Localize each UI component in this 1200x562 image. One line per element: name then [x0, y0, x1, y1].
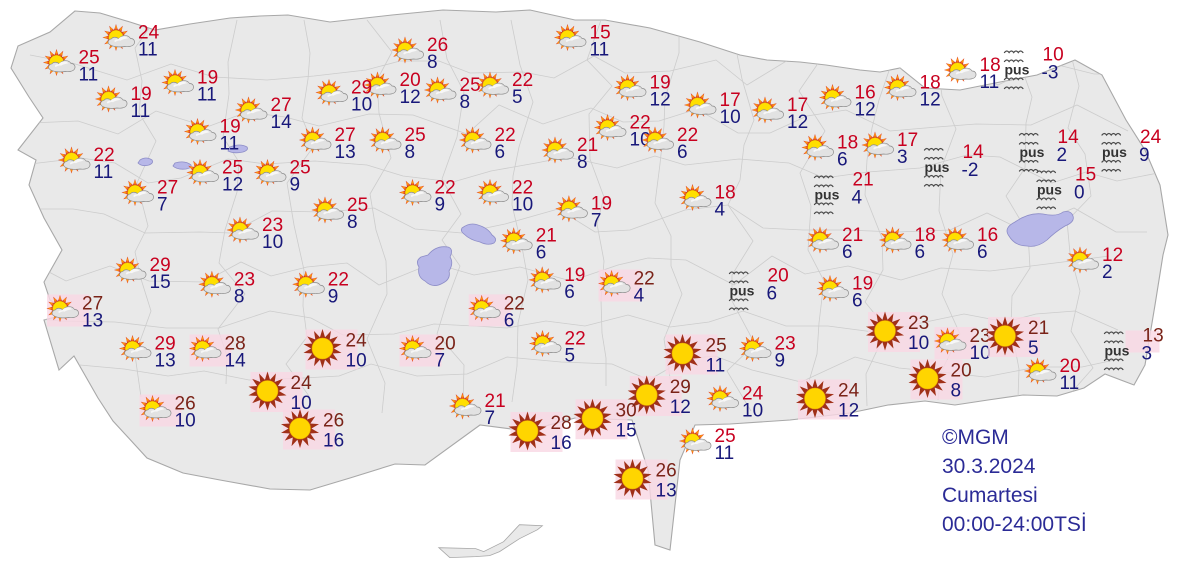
svg-text:10: 10: [512, 195, 533, 216]
svg-text:15: 15: [616, 420, 637, 441]
svg-text:9: 9: [1139, 145, 1150, 166]
svg-text:23: 23: [908, 313, 929, 334]
svg-text:8: 8: [234, 286, 245, 307]
svg-text:pus: pus: [1020, 144, 1045, 160]
svg-text:11: 11: [197, 85, 217, 106]
svg-text:11: 11: [590, 40, 610, 61]
svg-text:5: 5: [512, 87, 523, 108]
svg-text:14: 14: [225, 351, 247, 372]
svg-text:29: 29: [670, 377, 691, 398]
svg-text:12: 12: [787, 112, 808, 133]
svg-text:pus: pus: [730, 283, 755, 299]
svg-text:6: 6: [504, 310, 515, 331]
svg-text:11: 11: [94, 162, 114, 183]
svg-text:9: 9: [328, 286, 339, 307]
svg-text:6: 6: [915, 242, 926, 263]
svg-text:8: 8: [577, 152, 588, 173]
svg-text:6: 6: [977, 242, 988, 263]
svg-text:20: 20: [951, 361, 972, 382]
svg-text:8: 8: [347, 212, 358, 233]
svg-text:6: 6: [837, 150, 848, 171]
svg-text:28: 28: [551, 413, 572, 434]
svg-text:6: 6: [842, 242, 853, 263]
svg-text:24: 24: [291, 373, 313, 394]
svg-text:21: 21: [1028, 318, 1049, 339]
svg-text:6: 6: [677, 142, 688, 163]
svg-text:10: 10: [908, 333, 929, 354]
svg-text:14: 14: [271, 112, 293, 133]
svg-text:13: 13: [82, 311, 103, 332]
svg-text:24: 24: [838, 381, 860, 402]
svg-text:12: 12: [855, 100, 876, 121]
svg-text:25: 25: [706, 336, 727, 357]
svg-text:3: 3: [1142, 344, 1153, 365]
svg-text:5: 5: [1028, 338, 1039, 359]
svg-text:4: 4: [634, 286, 645, 307]
svg-text:0: 0: [1074, 183, 1085, 204]
svg-text:8: 8: [427, 52, 438, 73]
svg-text:8: 8: [951, 381, 962, 402]
svg-text:7: 7: [157, 195, 168, 216]
svg-text:-2: -2: [962, 160, 979, 181]
svg-text:16: 16: [323, 431, 344, 452]
svg-text:2: 2: [1057, 145, 1068, 166]
svg-text:10: 10: [351, 95, 372, 116]
svg-text:pus: pus: [815, 187, 840, 203]
svg-text:11: 11: [220, 134, 240, 155]
svg-text:6: 6: [495, 142, 506, 163]
svg-text:8: 8: [460, 92, 471, 113]
svg-text:12: 12: [650, 90, 671, 111]
svg-text:8: 8: [405, 142, 416, 163]
svg-text:24: 24: [346, 331, 368, 352]
svg-text:12: 12: [838, 401, 859, 422]
svg-text:7: 7: [435, 351, 446, 372]
svg-text:5: 5: [565, 346, 576, 367]
svg-text:15: 15: [150, 272, 171, 293]
svg-text:9: 9: [435, 195, 446, 216]
svg-text:30: 30: [616, 400, 637, 421]
svg-text:3: 3: [897, 147, 908, 168]
svg-text:pus: pus: [1037, 182, 1062, 198]
svg-text:11: 11: [79, 65, 99, 86]
svg-text:-3: -3: [1042, 63, 1059, 84]
svg-text:12: 12: [222, 175, 243, 196]
svg-text:13: 13: [656, 481, 677, 502]
svg-text:10: 10: [720, 107, 741, 128]
svg-text:13: 13: [155, 351, 176, 372]
svg-text:11: 11: [715, 443, 735, 464]
svg-text:12: 12: [920, 90, 941, 111]
svg-text:pus: pus: [1005, 62, 1030, 78]
svg-text:pus: pus: [1102, 144, 1127, 160]
svg-text:13: 13: [335, 142, 356, 163]
svg-text:4: 4: [852, 188, 863, 209]
svg-text:7: 7: [485, 408, 496, 429]
svg-text:11: 11: [980, 72, 1000, 93]
svg-text:6: 6: [536, 243, 547, 264]
svg-text:6: 6: [564, 282, 575, 303]
svg-text:26: 26: [323, 411, 344, 432]
svg-text:11: 11: [138, 40, 158, 61]
svg-text:12: 12: [400, 87, 421, 108]
svg-text:6: 6: [852, 291, 863, 312]
svg-text:4: 4: [715, 200, 726, 221]
svg-text:pus: pus: [925, 159, 950, 175]
svg-text:10: 10: [346, 351, 367, 372]
svg-text:10: 10: [262, 232, 283, 253]
svg-text:11: 11: [706, 356, 726, 377]
svg-text:16: 16: [551, 433, 572, 454]
svg-text:12: 12: [670, 397, 691, 418]
svg-text:7: 7: [591, 211, 602, 232]
svg-text:6: 6: [767, 284, 778, 305]
svg-text:9: 9: [775, 351, 786, 372]
svg-text:26: 26: [656, 461, 677, 482]
svg-text:10: 10: [742, 401, 763, 422]
svg-text:11: 11: [1060, 373, 1080, 394]
svg-text:10: 10: [970, 343, 991, 364]
svg-text:10: 10: [175, 411, 196, 432]
svg-text:9: 9: [290, 175, 301, 196]
svg-text:2: 2: [1102, 262, 1113, 283]
svg-text:pus: pus: [1105, 343, 1130, 359]
svg-text:11: 11: [131, 101, 151, 122]
